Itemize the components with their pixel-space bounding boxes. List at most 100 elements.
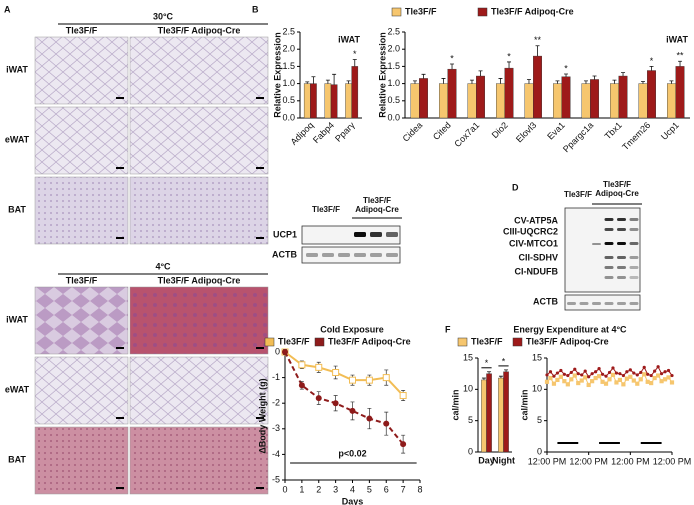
y-tick-label: 5 [468, 415, 473, 425]
point [670, 373, 674, 378]
blot-band [604, 266, 614, 269]
significance-mark: * [564, 63, 568, 73]
legend-label: Tle3F/F [278, 336, 310, 346]
y-tick-label: 2.5 [387, 26, 400, 36]
bar [590, 79, 600, 119]
x-axis-label: Days [342, 496, 364, 505]
blot-image [564, 207, 641, 293]
point [666, 375, 671, 380]
error-bar [592, 75, 597, 80]
scale-bar [256, 487, 264, 489]
y-tick-label: -5 [272, 474, 280, 484]
histology-image [129, 356, 269, 425]
x-tick-label: Ppargc1a [561, 120, 595, 154]
panel-letter: A [4, 4, 11, 14]
error-bar [478, 70, 483, 77]
x-tick-label: Cidea [401, 120, 425, 144]
blot-row-label: UCP1 [273, 229, 297, 239]
y-tick-label: -1 [272, 372, 280, 382]
blot-band [306, 253, 318, 257]
error-bar [332, 73, 337, 85]
error-bar [649, 66, 654, 71]
point [555, 377, 560, 383]
y-tick-label: -2 [272, 398, 280, 408]
error-bar [412, 80, 417, 84]
x-tick-label: Night [492, 455, 515, 465]
blot-column-header: Tle3F/F Adipoq-Cre [595, 180, 639, 198]
scale-bar [116, 487, 124, 489]
x-tick-label: 12:00 PM [569, 456, 608, 466]
row-label: iWAT [6, 314, 28, 324]
point [632, 371, 636, 375]
bar [503, 371, 509, 453]
bar [447, 68, 457, 119]
blot-band [386, 253, 398, 257]
x-tick-label: Dio2 [490, 120, 510, 140]
x-tick-label: Tbx1 [603, 120, 624, 141]
error-bar [469, 79, 474, 84]
point [315, 395, 322, 402]
bar [504, 67, 514, 119]
bar [618, 75, 628, 119]
series-line [284, 351, 404, 445]
bar [345, 83, 352, 119]
x-tick-label: 6 [384, 484, 389, 494]
error-bar [526, 79, 531, 84]
point [565, 382, 570, 387]
error-bar [621, 72, 626, 77]
significance-mark: * [650, 56, 654, 66]
blot-band [617, 302, 626, 305]
bar [498, 377, 504, 453]
error-bar [507, 61, 512, 69]
blot-band [629, 302, 639, 305]
point [569, 377, 574, 382]
bar [303, 83, 311, 119]
bar [330, 84, 338, 119]
histology-image [34, 356, 129, 425]
point [298, 361, 306, 369]
annotation: p<0.02 [338, 448, 366, 458]
column-header: Tle3F/F [66, 25, 98, 35]
point [625, 370, 629, 374]
y-tick-label: 0 [537, 446, 542, 456]
error-bar [555, 80, 560, 84]
y-tick-label: 0.5 [282, 95, 295, 105]
point [555, 371, 560, 375]
error-bar [535, 45, 540, 57]
x-tick-label: 12:00 PM [611, 456, 650, 466]
bar [675, 66, 685, 119]
y-tick-label: -3 [272, 423, 280, 433]
error-bar [352, 59, 357, 67]
x-tick-label: Ucp1 [659, 120, 681, 142]
significance-mark: * [507, 51, 511, 61]
y-tick-label: 0 [468, 446, 473, 456]
y-tick-label: -4 [272, 449, 280, 459]
bar [524, 83, 534, 119]
error-bar [669, 80, 674, 84]
histology-image [129, 36, 269, 105]
error-bar [305, 81, 310, 84]
legend-label: Tle3F/F Adipoq-Cre [491, 6, 574, 16]
point [611, 366, 615, 370]
chart-annotation: iWAT [666, 34, 688, 44]
error-bar [498, 78, 503, 84]
histology-image [34, 426, 129, 495]
significance-mark: * [353, 49, 357, 59]
legend-swatch [314, 337, 325, 347]
point [614, 371, 619, 375]
bar [638, 83, 648, 119]
blot-band [604, 302, 614, 305]
point [552, 374, 556, 378]
bar [581, 83, 591, 119]
blot-band [617, 276, 626, 279]
y-tick-label: 15 [532, 352, 542, 362]
y-tick-label: 5 [537, 415, 542, 425]
point [653, 369, 657, 373]
bar [481, 379, 487, 453]
chart-title: Cold Exposure [320, 324, 384, 334]
y-tick-label: 1.5 [387, 61, 400, 71]
blot-band [617, 242, 626, 245]
point [544, 379, 550, 384]
panel-letter: B [252, 4, 259, 14]
point [583, 369, 587, 373]
